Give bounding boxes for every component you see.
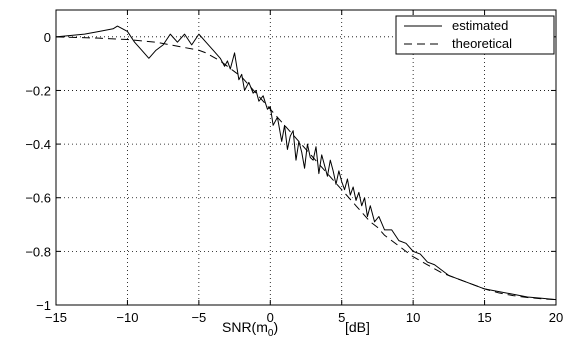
series-line-estimated xyxy=(55,25,557,301)
x-tick-label: 10 xyxy=(406,310,420,325)
x-axis-unit-label: [dB] xyxy=(345,319,370,335)
legend-box xyxy=(395,15,555,55)
series-line-theoretical xyxy=(55,36,557,301)
plot-frame xyxy=(55,9,557,306)
x-axis-label: SNR(m0) xyxy=(222,319,278,339)
legend-label-estimated: estimated xyxy=(452,18,508,33)
x-tick-label: 0 xyxy=(267,310,274,325)
x-tick-label: −15 xyxy=(45,310,67,325)
legend[interactable]: estimated theoretical xyxy=(395,15,555,55)
series-group xyxy=(55,25,557,301)
y-tick-label: 0 xyxy=(44,30,51,45)
x-tick-label: 15 xyxy=(477,310,491,325)
y-tick-label: −0.8 xyxy=(25,244,51,259)
y-tick-label: −0.4 xyxy=(25,137,51,152)
x-tick-label: 20 xyxy=(549,310,563,325)
y-tick-labels: 0 −0.2 −0.4 −0.6 −0.8 −1 xyxy=(25,30,51,313)
legend-label-theoretical: theoretical xyxy=(452,36,512,51)
x-tick-labels: −15 −10 −5 0 5 10 15 20 xyxy=(45,310,563,325)
x-tick-label: 5 xyxy=(338,310,345,325)
y-tick-label: −1 xyxy=(36,298,51,313)
ticks xyxy=(55,10,557,306)
y-tick-label: −0.6 xyxy=(25,191,51,206)
y-tick-label: −0.2 xyxy=(25,83,51,98)
x-tick-label: −10 xyxy=(116,310,138,325)
x-tick-label: −5 xyxy=(191,310,206,325)
